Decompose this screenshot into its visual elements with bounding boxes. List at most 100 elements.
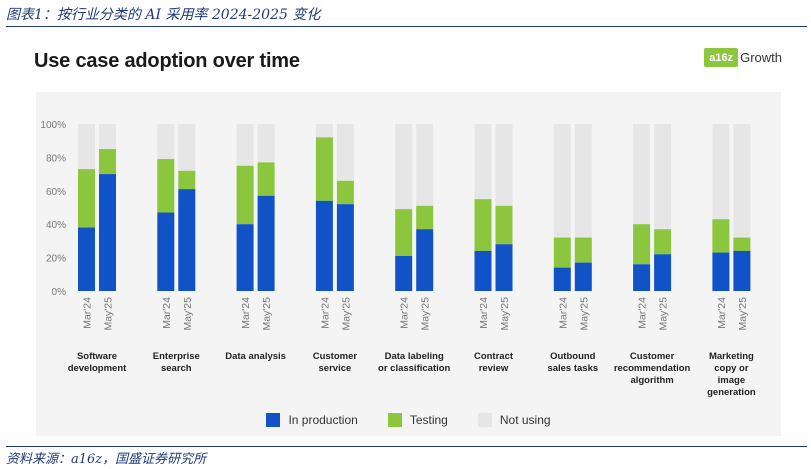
- legend-swatch-not-using: [477, 413, 492, 427]
- bar-testing: [733, 237, 751, 251]
- category-label: generation: [707, 387, 756, 398]
- caption-rule: [6, 26, 807, 27]
- x-tick-label: Mar'24: [399, 297, 411, 329]
- x-tick-label: Mar'24: [716, 297, 728, 329]
- x-tick-label: Mar'24: [240, 297, 252, 329]
- category-label: recommendation: [614, 363, 691, 374]
- bar-production: [633, 264, 651, 291]
- x-tick-label: May'25: [578, 297, 590, 331]
- x-tick-label: May'25: [420, 297, 432, 331]
- bar-production: [654, 254, 672, 291]
- x-tick-label: May'25: [103, 297, 115, 331]
- bar-production: [553, 267, 571, 291]
- category-label: or classification: [378, 363, 451, 374]
- bar-production: [178, 189, 196, 291]
- category-label: Contract: [474, 351, 514, 362]
- bar-production: [157, 212, 175, 291]
- category-label: Marketing: [709, 351, 754, 362]
- logo-text: Growth: [740, 50, 782, 65]
- bar-testing: [315, 137, 333, 201]
- bar-testing: [178, 170, 196, 190]
- bar-testing: [633, 224, 651, 265]
- bar-not-using: [236, 124, 254, 166]
- x-tick-label: Mar'24: [557, 297, 569, 329]
- category-label: Software: [77, 351, 117, 362]
- chart-title: Use case adoption over time: [34, 50, 300, 72]
- legend-label-testing: Testing: [409, 413, 448, 427]
- bar-production: [78, 227, 95, 291]
- bar-not-using: [654, 124, 672, 230]
- y-tick-label: 100%: [40, 120, 66, 131]
- bar-not-using: [257, 124, 275, 163]
- bar-not-using: [336, 124, 354, 181]
- a16z-growth-logo: a16z Growth: [704, 48, 782, 67]
- bar-not-using: [633, 124, 651, 225]
- bar-testing: [712, 219, 730, 253]
- legend-item-testing: Testing: [387, 413, 448, 427]
- legend: In production Testing Not using: [36, 413, 781, 427]
- x-tick-label: Mar'24: [637, 297, 649, 329]
- bar-not-using: [495, 124, 513, 206]
- bar-production: [495, 244, 513, 291]
- bar-production: [315, 200, 333, 291]
- category-label: Customer: [313, 351, 358, 362]
- x-tick-label: May'25: [658, 297, 670, 331]
- bar-testing: [157, 159, 175, 213]
- bar-not-using: [553, 124, 571, 238]
- bar-not-using: [733, 124, 751, 238]
- x-tick-label: Mar'24: [161, 297, 173, 329]
- bar-not-using: [178, 124, 196, 171]
- x-tick-label: Mar'24: [478, 297, 490, 329]
- y-tick-label: 80%: [46, 153, 66, 164]
- x-tick-label: May'25: [340, 297, 352, 331]
- bar-not-using: [416, 124, 434, 206]
- y-tick-label: 60%: [46, 187, 66, 198]
- category-label: development: [68, 363, 127, 374]
- bar-not-using: [99, 124, 116, 150]
- bar-testing: [336, 180, 354, 205]
- x-tick-label: Mar'24: [82, 297, 94, 329]
- category-label: Outbound: [550, 351, 596, 362]
- x-tick-label: Mar'24: [319, 297, 331, 329]
- bar-testing: [257, 162, 275, 196]
- category-label: sales tasks: [547, 363, 598, 374]
- category-label: algorithm: [630, 375, 673, 386]
- category-label: search: [161, 363, 192, 374]
- bar-production: [99, 174, 116, 291]
- chart-card: Use case adoption over time a16z Growth …: [18, 32, 798, 444]
- y-tick-label: 20%: [46, 254, 66, 265]
- bar-production: [574, 262, 592, 291]
- category-label: Customer: [630, 351, 675, 362]
- bar-testing: [553, 237, 571, 268]
- legend-label-production: In production: [288, 413, 358, 427]
- bar-testing: [78, 169, 95, 228]
- bar-production: [474, 250, 492, 291]
- source-rule: [6, 446, 807, 447]
- y-tick-label: 0%: [52, 287, 67, 298]
- logo-mark: a16z: [704, 48, 739, 67]
- x-tick-label: May'25: [261, 297, 273, 331]
- chart-panel: 0% 20% 40% 60% 80% 100% Mar'24 May'25 Software de…: [36, 92, 781, 436]
- category-label: Enterprise: [153, 351, 200, 362]
- legend-item-not-using: Not using: [477, 413, 551, 427]
- bar-testing: [474, 199, 492, 251]
- stacked-bar-chart: 0% 20% 40% 60% 80% 100% Mar'24 May'25 Softwarede…: [40, 120, 756, 398]
- bar-testing: [574, 237, 592, 263]
- category-label: image: [718, 375, 745, 386]
- figure-caption: 图表1：按行业分类的 AI 采用率 2024-2025 变化: [6, 7, 321, 23]
- bar-testing: [654, 229, 672, 255]
- category-label: copy or: [714, 363, 749, 374]
- bar-not-using: [157, 124, 175, 160]
- category-label: service: [319, 363, 352, 374]
- bar-production: [395, 255, 413, 291]
- bar-testing: [99, 149, 116, 175]
- bar-not-using: [574, 124, 592, 238]
- category-label: Data labeling: [385, 351, 444, 362]
- bar-not-using: [395, 124, 413, 210]
- x-tick-label: May'25: [499, 297, 511, 331]
- bar-production: [712, 252, 730, 291]
- x-tick-label: May'25: [737, 297, 749, 331]
- bar-testing: [495, 205, 513, 245]
- bar-production: [257, 195, 275, 291]
- bar-testing: [236, 165, 254, 225]
